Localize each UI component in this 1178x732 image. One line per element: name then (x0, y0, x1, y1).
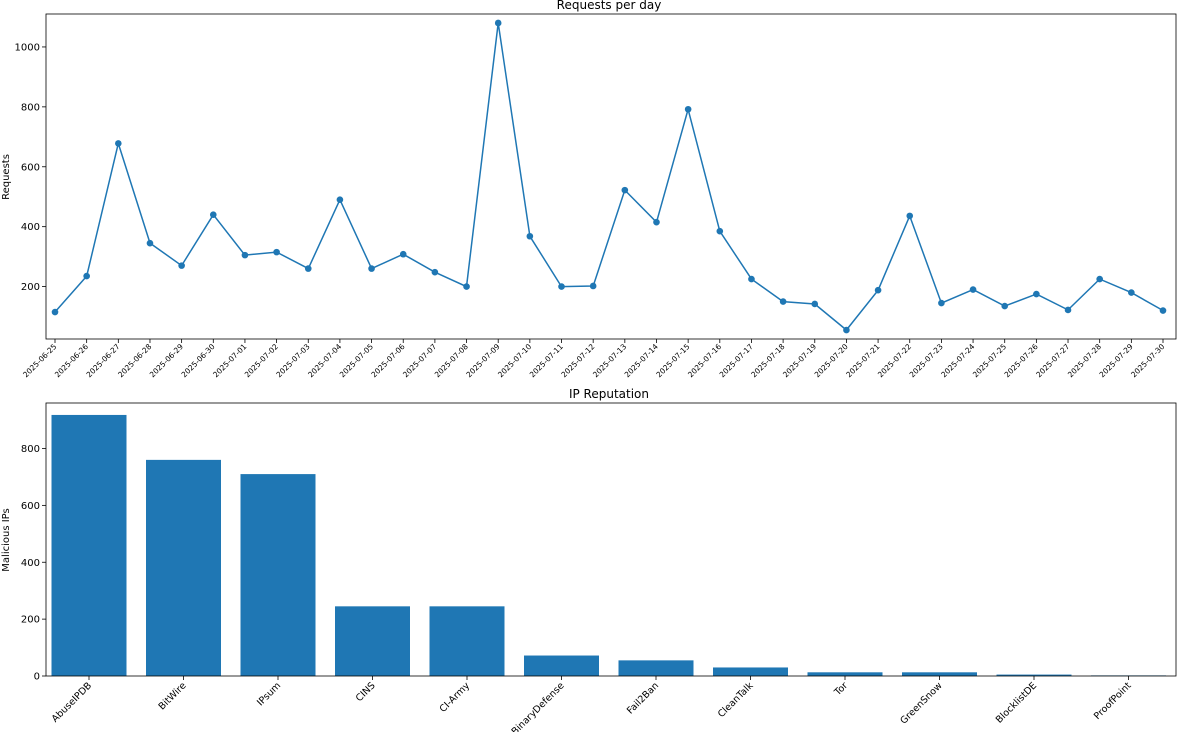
requests-data-point (1128, 289, 1135, 296)
bar-greensnow (902, 672, 977, 676)
requests-data-point (241, 251, 249, 259)
bar-x-tick-label: ProofPoint (1092, 680, 1134, 722)
bar-y-tick-label: 400 (21, 558, 40, 569)
requests-series-points (51, 19, 1167, 334)
bar-fail2ban (618, 660, 694, 676)
requests-data-point (178, 262, 185, 269)
bar-ci-army (429, 606, 505, 676)
requests-data-point (1001, 302, 1009, 310)
requests-line-chart: Requests per day Requests 200 400 600 800 10… (1, 0, 1177, 379)
bar-chart-title: IP Reputation (569, 387, 649, 401)
bar-x-tick-label: CINS (354, 680, 378, 704)
requests-data-point (494, 19, 502, 27)
bar-chart-y-axis-label: Malicious IPs (1, 508, 12, 571)
bar-y-tick-label: 200 (21, 615, 40, 626)
bar-binarydefense (524, 655, 599, 676)
bar-x-tick-label: CI-Army (438, 680, 473, 715)
requests-series-line (54, 22, 1164, 332)
bar-chart-x-ticks: AbuseIPDB BitWire IPsum CINS CI-Army BinaryDe… (50, 676, 1134, 732)
requests-data-point (273, 248, 280, 256)
requests-data-point (843, 326, 850, 334)
bar-bitwire (146, 459, 221, 676)
requests-data-point (653, 218, 660, 226)
bar-x-tick-label: IPsum (255, 680, 283, 708)
requests-data-point (969, 286, 977, 293)
line-y-tick-label: 600 (21, 162, 40, 173)
line-y-tick-label: 1000 (15, 42, 40, 53)
requests-data-point (431, 268, 439, 276)
bar-ipsum (240, 474, 316, 676)
line-x-tick-label: 2025-07-30 (1129, 342, 1166, 379)
requests-data-point (146, 239, 154, 247)
bar-x-tick-label: AbuseIPDB (50, 680, 94, 724)
bar-cleantalk (713, 667, 788, 676)
requests-data-point (811, 300, 819, 308)
bar-y-tick-label: 0 (34, 672, 40, 683)
requests-data-point (83, 272, 90, 280)
bar-chart-plot-frame (45, 402, 1177, 677)
line-y-tick-label: 400 (21, 222, 40, 233)
requests-data-point (399, 250, 407, 258)
line-chart-title: Requests per day (557, 0, 662, 12)
bar-chart-bars (51, 414, 1166, 676)
line-chart-x-ticks: 2025-06-252025-06-262025-06-272025-06-28… (21, 339, 1167, 379)
bar-x-tick-label: BinaryDefense (510, 680, 567, 732)
requests-data-point (336, 196, 344, 204)
requests-data-point (1033, 290, 1040, 298)
requests-data-point (779, 298, 787, 305)
requests-data-point (748, 275, 755, 283)
requests-data-point (589, 282, 597, 290)
bar-x-tick-label: GreenSnow (898, 680, 944, 726)
bar-x-tick-label: BitWire (157, 680, 189, 712)
requests-data-point (1159, 307, 1167, 314)
bar-chart-y-ticks: 0 200 400 600 800 (21, 444, 46, 683)
requests-data-point (463, 283, 470, 290)
bar-blocklistde (996, 674, 1072, 676)
requests-data-point (51, 308, 59, 316)
requests-data-point (368, 265, 375, 272)
bar-y-tick-label: 600 (21, 501, 40, 512)
requests-data-point (621, 186, 629, 194)
requests-data-point (209, 211, 217, 218)
bar-y-tick-label: 800 (21, 444, 40, 455)
requests-data-point (684, 105, 692, 113)
line-y-tick-label: 800 (21, 102, 40, 113)
line-chart-y-ticks: 200 400 600 800 1000 (15, 42, 46, 293)
requests-data-point (938, 299, 945, 307)
requests-data-point (1096, 275, 1103, 283)
bar-x-tick-label: Tor (832, 680, 850, 698)
requests-data-point (558, 283, 565, 290)
bar-x-tick-label: Fail2Ban (625, 680, 661, 716)
requests-data-point (304, 265, 312, 272)
bar-abuseipdb (51, 414, 127, 676)
requests-data-point (526, 232, 534, 240)
ip-reputation-bar-chart: IP Reputation Malicious IPs 0 200 400 600 80… (1, 387, 1177, 732)
bar-x-tick-label: CleanTalk (716, 680, 756, 720)
line-chart-y-axis-label: Requests (1, 154, 12, 200)
requests-data-point (906, 212, 914, 220)
bar-x-tick-label: BlocklistDE (994, 680, 1039, 725)
requests-data-point (716, 227, 724, 235)
line-y-tick-label: 200 (21, 282, 40, 293)
bar-tor (807, 672, 883, 676)
requests-data-point (115, 140, 122, 147)
line-chart-plot-frame (45, 13, 1177, 340)
requests-data-point (874, 286, 882, 294)
requests-data-point (1064, 306, 1072, 314)
bar-cins (335, 606, 410, 676)
